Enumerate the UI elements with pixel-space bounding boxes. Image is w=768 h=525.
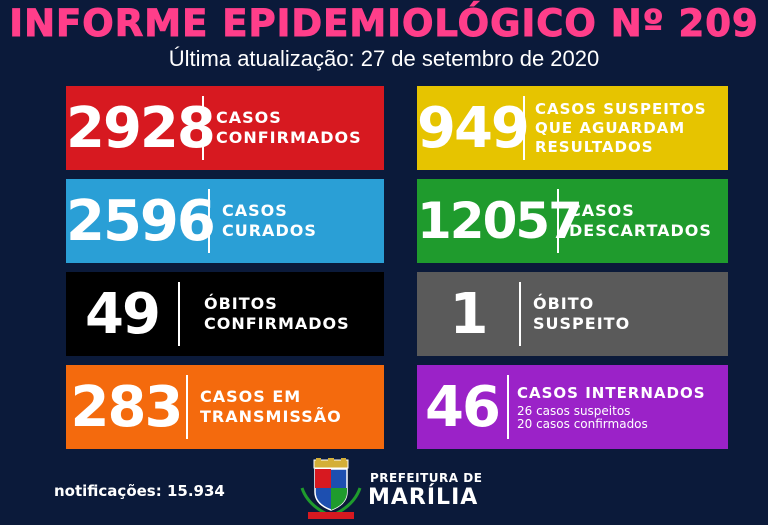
suspect-waiting-label: CASOS SUSPEITOS QUE AGUARDAM RESULTADOS: [535, 100, 707, 157]
cured-label: CASOS CURADOS: [222, 201, 317, 241]
card-confirmed-cases: 2928 CASOS CONFIRMADOS: [66, 86, 384, 170]
label-line: CASOS INTERNADOS: [517, 384, 706, 402]
card-discarded: 12057 CASOS DESCARTADOS: [417, 179, 728, 263]
label-line: CASOS SUSPEITOS: [535, 99, 707, 118]
suspect-death-value: 1: [449, 281, 489, 347]
card-deaths: 49 ÓBITOS CONFIRMADOS: [66, 272, 384, 356]
deaths-label: ÓBITOS CONFIRMADOS: [204, 294, 350, 334]
discarded-label: CASOS DESCARTADOS: [569, 201, 712, 241]
suspect-death-label: ÓBITO SUSPEITO: [533, 294, 630, 334]
city-coat-of-arms-icon: [300, 458, 362, 519]
transmission-value: 283: [70, 374, 184, 440]
last-update: Última atualização: 27 de setembro de 20…: [168, 46, 600, 71]
divider: [519, 282, 521, 346]
card-transmission: 283 CASOS EM TRANSMISSÃO: [66, 365, 384, 449]
hospitalized-detail: 26 casos suspeitos: [517, 404, 631, 418]
deaths-value: 49: [85, 281, 161, 347]
divider: [202, 96, 204, 160]
label-line: ÓBITO: [533, 294, 595, 313]
label-line: TRANSMISSÃO: [200, 407, 342, 426]
divider: [178, 282, 180, 346]
notifications-count: notificações: 15.934: [54, 482, 225, 500]
cured-value: 2596: [66, 188, 216, 254]
label-line: ÓBITOS: [204, 294, 278, 313]
label-line: SUSPEITO: [533, 314, 631, 333]
divider: [507, 375, 509, 439]
hospitalized-detail: 20 casos confirmados: [517, 417, 648, 431]
label-line: QUE AGUARDAM: [535, 118, 686, 137]
label-line: CASOS EM: [200, 387, 302, 406]
city-name: MARÍLIA: [368, 485, 479, 510]
label-line: RESULTADOS: [535, 137, 654, 156]
label-line: CASOS: [216, 108, 282, 127]
label-line: DESCARTADOS: [569, 221, 712, 240]
confirmed-cases-value: 2928: [66, 95, 216, 161]
confirmed-cases-label: CASOS CONFIRMADOS: [216, 108, 362, 148]
discarded-value: 12057: [417, 192, 583, 250]
divider: [186, 375, 188, 439]
label-line: CASOS: [222, 201, 288, 220]
divider: [208, 189, 210, 253]
card-cured: 2596 CASOS CURADOS: [66, 179, 384, 263]
label-line: CURADOS: [222, 221, 317, 240]
suspect-waiting-value: 949: [417, 95, 530, 161]
divider: [523, 96, 525, 160]
label-line: CONFIRMADOS: [216, 128, 362, 147]
label-line: CASOS: [569, 201, 635, 220]
hospitalized-label: CASOS INTERNADOS 26 casos suspeitos 20 c…: [517, 383, 706, 431]
prefeitura-label: PREFEITURA DE: [370, 471, 483, 485]
transmission-label: CASOS EM TRANSMISSÃO: [200, 387, 342, 427]
card-suspect-death: 1 ÓBITO SUSPEITO: [417, 272, 728, 356]
page-title: INFORME EPIDEMIOLÓGICO Nº 209: [9, 2, 759, 46]
card-suspect-waiting: 949 CASOS SUSPEITOS QUE AGUARDAM RESULTA…: [417, 86, 728, 170]
divider: [557, 189, 559, 253]
card-hospitalized: 46 CASOS INTERNADOS 26 casos suspeitos 2…: [417, 365, 728, 449]
hospitalized-value: 46: [425, 374, 501, 440]
label-line: CONFIRMADOS: [204, 314, 350, 333]
